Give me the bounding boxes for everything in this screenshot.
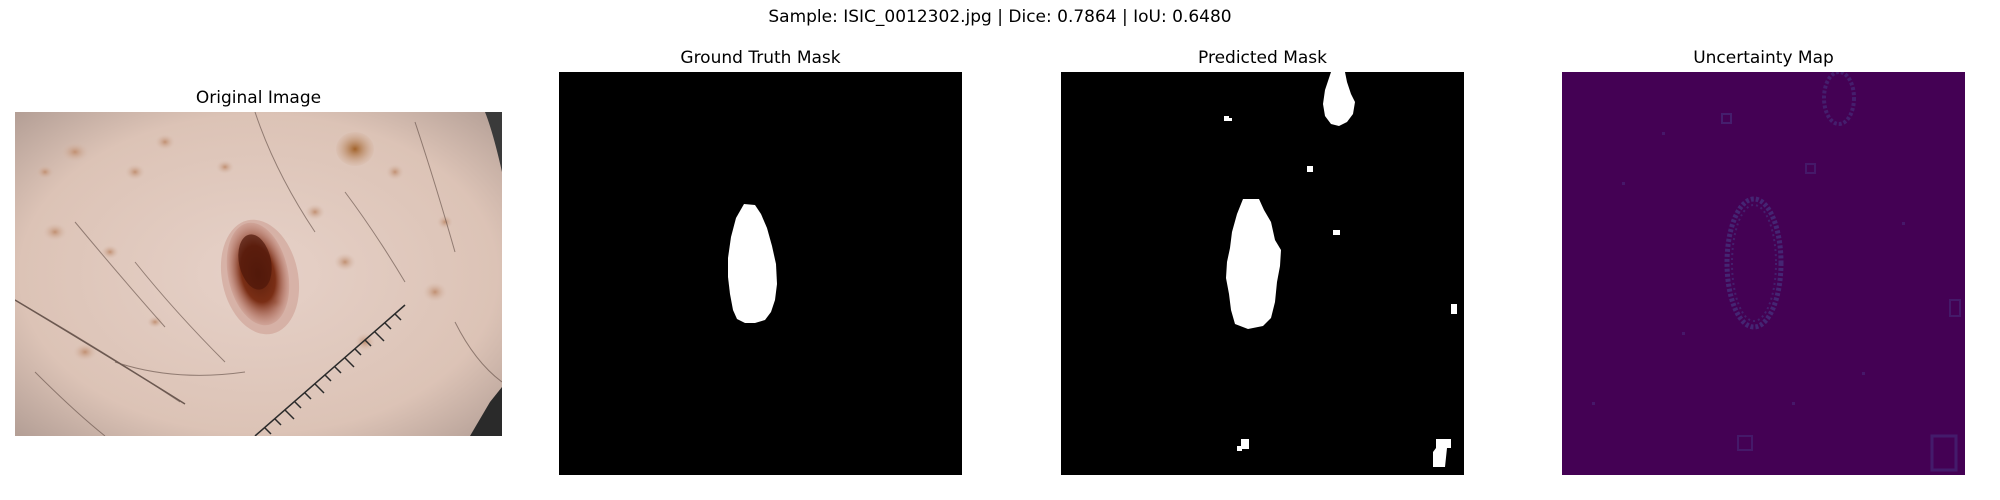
uncertainty-map-title: Uncertainty Map [1693, 48, 1834, 68]
ground-truth-mask [559, 72, 962, 475]
original-image-title: Original Image [195, 88, 322, 108]
ground-truth-title: Ground Truth Mask [680, 48, 841, 68]
uncertainty-map [1562, 72, 1965, 475]
predicted-mask [1061, 72, 1464, 475]
predicted-mask-title: Predicted Mask [1198, 48, 1327, 68]
figure-suptitle: Sample: ISIC_0012302.jpg | Dice: 0.7864 … [768, 7, 1232, 27]
original-image [15, 112, 502, 436]
